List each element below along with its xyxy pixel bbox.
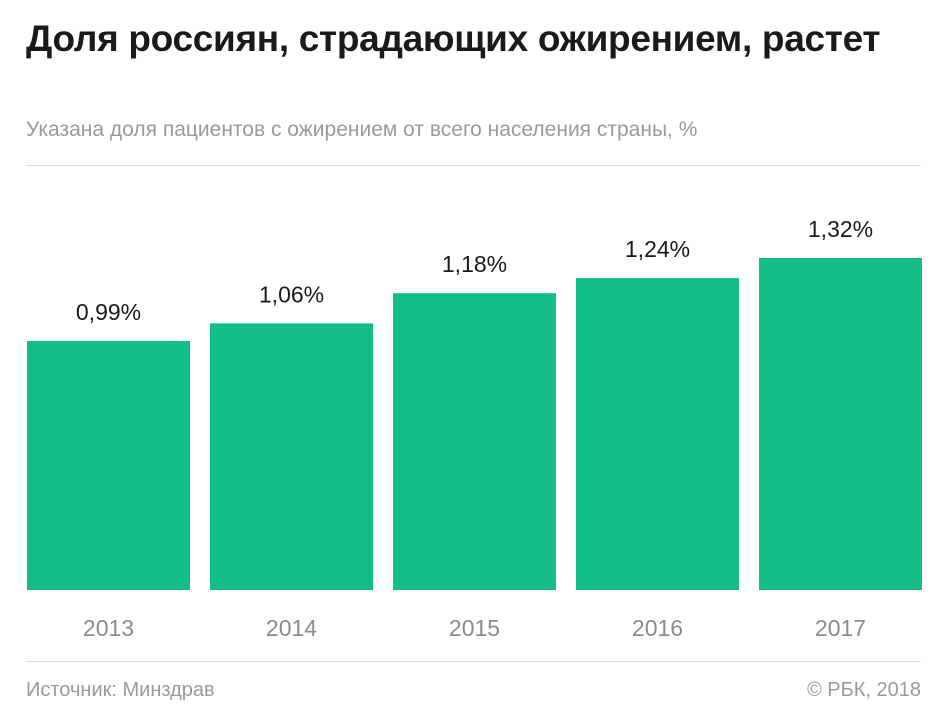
value-label-2013: 0,99% (76, 299, 141, 325)
top-divider (26, 165, 921, 166)
x-tick-2015: 2015 (449, 615, 500, 641)
bar-chart: 0,99% 2013 1,06% 2014 1,18% 2015 1,24% 2016 1,32… (27, 216, 922, 641)
chart-title: Доля россиян, страдающих ожирением, раст… (26, 18, 881, 59)
bar-2016 (576, 278, 739, 590)
value-label-2017: 1,32% (808, 216, 873, 242)
bar-2013 (27, 341, 190, 590)
x-tick-2014: 2014 (266, 615, 317, 641)
bottom-divider (26, 661, 921, 662)
copyright-note: © РБК, 2018 (806, 679, 921, 701)
value-label-2015: 1,18% (442, 251, 507, 277)
bar-2015 (393, 293, 556, 590)
value-label-2016: 1,24% (625, 236, 690, 262)
x-tick-2013: 2013 (83, 615, 134, 641)
value-label-2014: 1,06% (259, 281, 324, 307)
source-note: Источник: Минздрав (26, 679, 215, 701)
bar-2014 (210, 323, 373, 590)
chart-subtitle: Указана доля пациентов с ожирением от вс… (26, 118, 698, 141)
x-tick-2017: 2017 (815, 615, 866, 641)
x-tick-2016: 2016 (632, 615, 683, 641)
bar-2017 (759, 258, 922, 590)
